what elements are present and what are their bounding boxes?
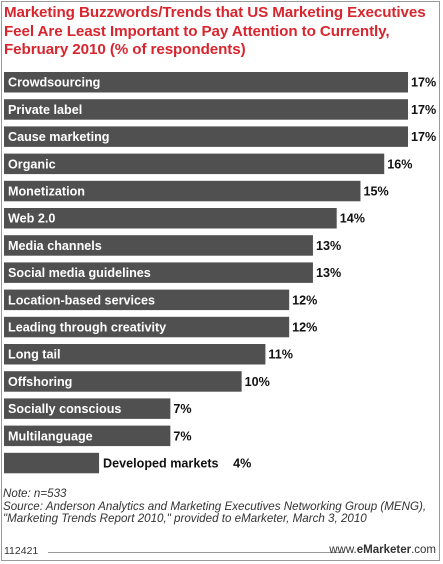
value-label-3: 16% [387, 157, 412, 171]
bar-label-1: Private label [8, 103, 82, 117]
bar-5 [4, 208, 337, 229]
chart-title: Marketing Buzzwords/Trends that US Marke… [4, 4, 426, 58]
value-label-5: 14% [340, 212, 365, 226]
bar-label-11: Offshoring [8, 375, 72, 389]
bar-label-8: Location-based services [8, 293, 155, 307]
bar-chart: Crowdsourcing 17% Private label 17% Cause ma… [4, 72, 436, 474]
chart-id: 112421 [4, 545, 39, 557]
chart-notes: Note: n=533 Source: Anderson Analytics a… [3, 487, 437, 526]
bar-3 [4, 153, 385, 175]
bar-label-12: Socially conscious [8, 402, 121, 416]
bar-label-9: Leading through creativity [8, 320, 166, 334]
value-label-0: 17% [411, 76, 436, 90]
bar-label-10: Long tail [8, 348, 60, 362]
footer-rule [48, 552, 344, 553]
value-label-1: 17% [411, 103, 436, 117]
value-label-6: 13% [316, 239, 341, 253]
bar-14 [4, 452, 100, 474]
chart-footer: 112421 www.eMarketer.com [0, 544, 440, 561]
brand-name: eMarketer [356, 544, 412, 556]
bar-13 [4, 425, 171, 447]
bar-1 [4, 99, 408, 120]
bar-label-7: Social media guidelines [8, 266, 151, 280]
bar-label-3: Organic [8, 157, 56, 171]
bar-10 [4, 344, 266, 365]
value-label-7: 13% [316, 266, 341, 280]
note-text: Note: n=533 [3, 487, 67, 500]
bar-label-2: Cause marketing [8, 130, 110, 144]
value-label-12: 7% [173, 402, 191, 416]
bar-6 [4, 235, 313, 256]
bar-9 [4, 316, 290, 338]
value-label-2: 17% [411, 130, 436, 144]
value-label-10: 11% [268, 348, 293, 362]
bar-0 [4, 72, 408, 93]
bar-8 [4, 289, 290, 311]
brand-logo: www.eMarketer.com [329, 544, 436, 556]
bar-label-0: Crowdsourcing [8, 76, 100, 90]
source-text: Source: Anderson Analytics and Marketing… [3, 499, 427, 526]
value-label-8: 12% [292, 293, 317, 307]
bar-label-14: Developed markets [103, 456, 219, 470]
bar-12 [4, 398, 171, 419]
value-label-11: 10% [245, 375, 270, 389]
brand-suffix: .com [411, 544, 436, 556]
bar-label-13: Multilanguage [8, 429, 93, 443]
bar-7 [4, 262, 313, 283]
brand-prefix: www. [329, 544, 357, 556]
value-label-14: 4% [233, 456, 251, 470]
value-label-9: 12% [292, 320, 317, 334]
bar-11 [4, 371, 242, 392]
bar-label-6: Media channels [8, 239, 102, 253]
bar-2 [4, 126, 408, 147]
bar-label-5: Web 2.0 [8, 212, 55, 226]
bar-4 [4, 180, 361, 202]
bar-label-4: Monetization [8, 184, 85, 198]
value-label-13: 7% [173, 429, 191, 443]
value-label-4: 15% [363, 184, 388, 198]
